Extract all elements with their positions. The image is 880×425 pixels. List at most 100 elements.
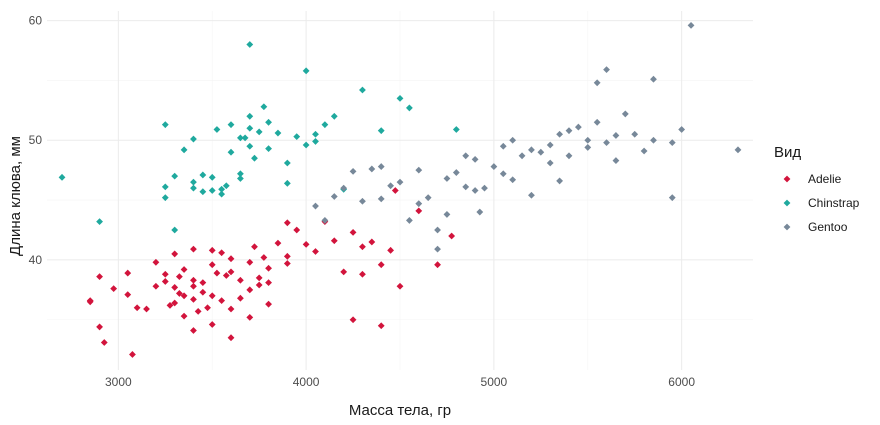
data-point (359, 197, 366, 205)
data-point (222, 182, 230, 190)
data-point (246, 112, 254, 120)
data-point (190, 184, 197, 192)
data-point (204, 304, 211, 312)
data-point (190, 327, 197, 334)
data-point (171, 250, 179, 258)
data-point (255, 128, 263, 136)
data-point (668, 139, 676, 147)
data-point (434, 261, 441, 269)
data-point (96, 273, 103, 281)
x-tick-label: 3000 (105, 375, 132, 389)
data-point (330, 193, 338, 200)
data-point (584, 136, 592, 144)
data-point (199, 188, 207, 196)
data-point (396, 178, 404, 186)
data-point (368, 238, 376, 246)
data-point (556, 177, 564, 185)
data-point (359, 243, 366, 251)
x-tick-label: 4000 (293, 375, 320, 389)
data-point (246, 258, 254, 266)
data-point (241, 134, 249, 142)
data-point (476, 208, 484, 216)
data-point (208, 321, 216, 328)
data-point (255, 274, 263, 282)
data-point (499, 142, 507, 150)
data-point (283, 252, 291, 260)
data-point (265, 118, 272, 126)
data-point (631, 130, 639, 138)
data-point (415, 207, 423, 215)
data-point (612, 157, 620, 164)
data-point (415, 166, 423, 174)
data-point (236, 276, 244, 284)
legend-label-chinstrap: Chinstrap (808, 196, 860, 210)
data-point (396, 94, 404, 102)
data-point (377, 261, 385, 269)
data-point (734, 146, 742, 154)
series-gentoo (312, 21, 742, 253)
data-point (265, 279, 272, 287)
data-point (208, 187, 216, 194)
data-point (222, 272, 230, 279)
data-point (124, 269, 132, 277)
data-point (208, 246, 216, 254)
data-point (490, 163, 498, 170)
data-point (283, 179, 291, 187)
data-point (593, 118, 601, 126)
data-point (302, 67, 310, 75)
data-point (274, 239, 282, 247)
data-point (251, 243, 258, 251)
data-point (190, 245, 197, 253)
data-point (236, 175, 244, 182)
data-point (621, 110, 629, 118)
data-point (640, 147, 648, 155)
data-point (190, 295, 197, 303)
data-point (213, 269, 221, 277)
data-point (377, 127, 385, 135)
data-point (236, 134, 244, 142)
data-point (293, 133, 301, 141)
data-point (565, 152, 573, 160)
data-point (405, 217, 413, 224)
data-point (171, 299, 179, 307)
data-point (312, 138, 319, 145)
data-point (100, 339, 108, 346)
data-point (227, 255, 235, 263)
data-point (452, 169, 460, 176)
data-point (265, 300, 272, 308)
data-point (312, 130, 319, 138)
y-tick-label: 60 (29, 14, 43, 28)
data-point (349, 228, 357, 236)
grid (47, 11, 753, 370)
data-point (190, 135, 197, 143)
data-point (377, 322, 385, 330)
data-point (218, 297, 226, 304)
data-point (668, 194, 676, 202)
data-point (321, 217, 329, 224)
data-point (194, 307, 202, 315)
data-point (180, 292, 188, 300)
data-point (565, 127, 573, 135)
data-point (349, 316, 357, 324)
data-point (129, 351, 136, 358)
data-point (415, 200, 423, 208)
data-point (110, 285, 118, 293)
data-point (462, 152, 470, 160)
data-point (227, 268, 235, 276)
data-point (175, 290, 183, 297)
data-point (330, 237, 338, 245)
data-point (180, 312, 188, 320)
data-point (391, 187, 399, 194)
data-point (556, 130, 564, 138)
data-point (471, 155, 479, 163)
data-point (377, 163, 385, 170)
data-point (528, 191, 535, 199)
data-point (199, 288, 207, 296)
data-point (227, 121, 235, 129)
data-point (175, 273, 183, 281)
data-point (190, 178, 197, 186)
data-point (246, 41, 254, 48)
data-point (424, 194, 432, 202)
data-point (161, 278, 169, 285)
